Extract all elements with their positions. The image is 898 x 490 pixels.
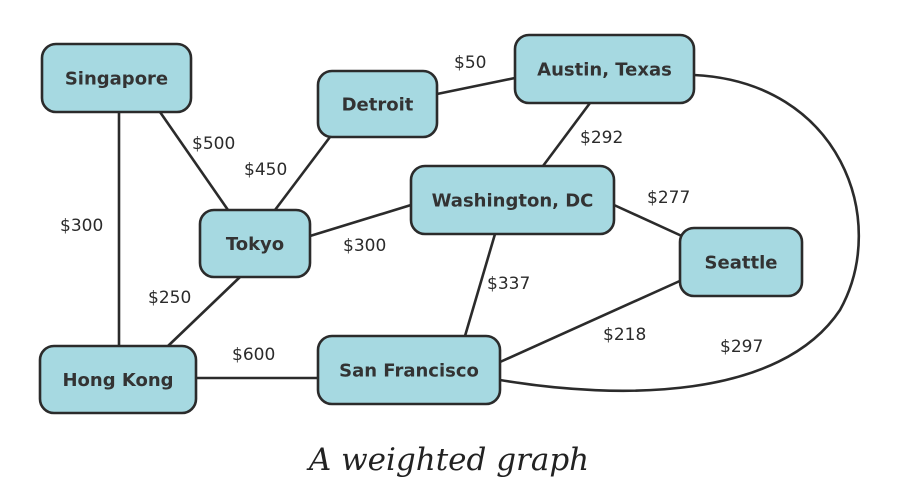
- node-label-austin: Austin, Texas: [537, 60, 672, 81]
- node-tokyo: Tokyo: [198, 208, 312, 279]
- edge-detroit-austin: [436, 76, 516, 96]
- node-label-seattle: Seattle: [705, 253, 778, 274]
- node-label-singapore: Singapore: [65, 69, 168, 90]
- edge-washington-san-francisco: [463, 233, 497, 337]
- node-label-san-francisco: San Francisco: [339, 361, 479, 382]
- edge-singapore-tokyo: [158, 111, 230, 211]
- node-san-francisco: San Francisco: [316, 334, 502, 406]
- weight-tokyo-washington: $300: [343, 236, 386, 256]
- node-label-washington: Washington, DC: [432, 191, 594, 212]
- edge-tokyo-washington: [309, 203, 412, 238]
- node-washington: Washington, DC: [409, 164, 616, 236]
- weight-washington-seattle: $277: [647, 188, 690, 208]
- weight-detroit-tokyo: $450: [244, 160, 287, 180]
- figure-caption: A weighted graph: [308, 442, 590, 478]
- node-singapore: Singapore: [40, 42, 193, 114]
- weight-hong-kong-san-francisco: $600: [232, 345, 275, 365]
- weight-singapore-hong-kong: $300: [60, 216, 103, 236]
- weight-singapore-tokyo: $500: [192, 134, 235, 154]
- edges: [117, 73, 861, 393]
- node-detroit: Detroit: [316, 69, 439, 139]
- node-hong-kong: Hong Kong: [38, 344, 198, 415]
- edge-detroit-tokyo: [273, 136, 332, 211]
- node-label-hong-kong: Hong Kong: [62, 370, 173, 391]
- edge-tokyo-hong-kong: [167, 276, 241, 347]
- node-label-tokyo: Tokyo: [226, 234, 284, 255]
- weight-seattle-san-francisco: $218: [603, 325, 646, 345]
- weight-austin-washington: $292: [580, 128, 623, 148]
- node-austin: Austin, Texas: [513, 33, 696, 105]
- edge-weights: $500 $300 $450 $50 $292 $297 $300 $250 $…: [60, 53, 763, 365]
- weight-washington-san-francisco: $337: [487, 274, 530, 294]
- node-label-detroit: Detroit: [342, 95, 414, 116]
- edge-seattle-san-francisco: [499, 278, 683, 364]
- edge-washington-seattle: [613, 203, 685, 239]
- node-seattle: Seattle: [678, 226, 804, 298]
- weight-tokyo-hong-kong: $250: [148, 288, 191, 308]
- weight-detroit-austin: $50: [454, 53, 486, 73]
- weight-austin-san-francisco: $297: [720, 337, 763, 357]
- edge-austin-washington: [541, 102, 592, 167]
- edge-austin-san-francisco: [499, 73, 861, 393]
